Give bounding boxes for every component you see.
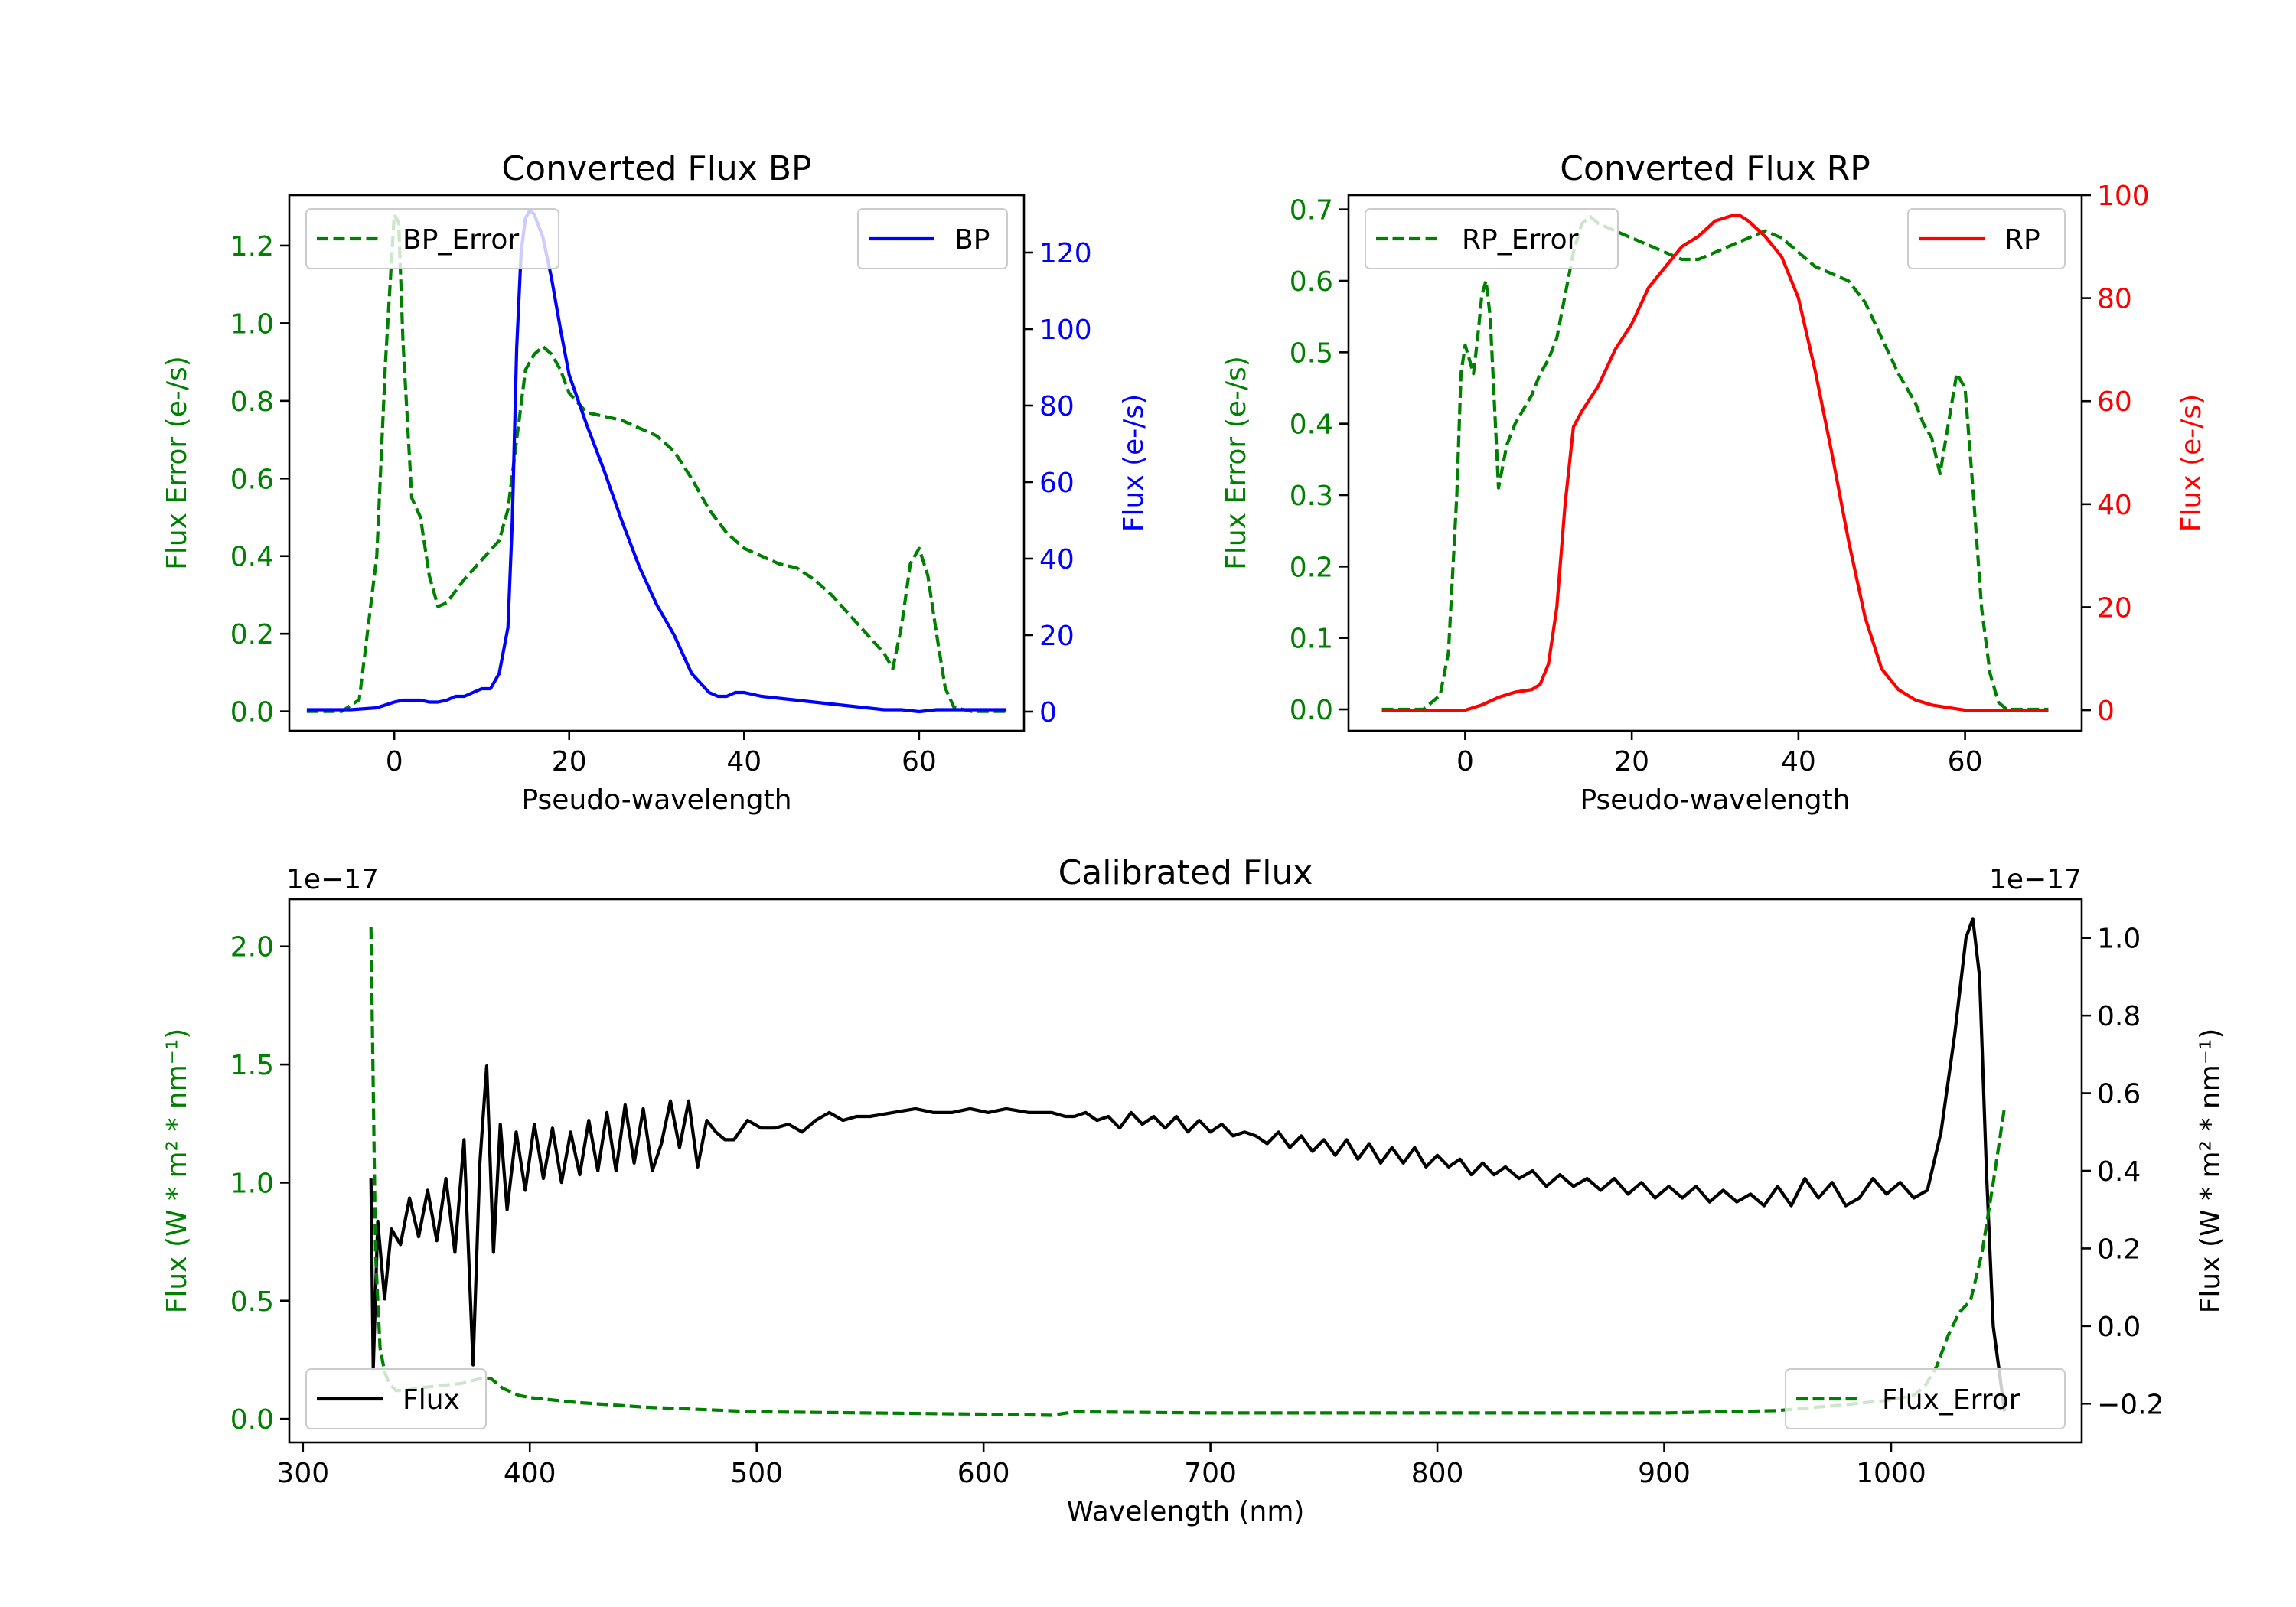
x-tick-label: 400	[504, 1458, 556, 1489]
x-tick-label: 40	[1781, 746, 1816, 777]
y-left-axis-label: Flux (W * m² * nm⁻¹)	[161, 1028, 193, 1314]
chart-title: Calibrated Flux	[1058, 853, 1313, 892]
legend-label: BP_Error	[403, 224, 519, 256]
x-tick-label: 600	[957, 1458, 1010, 1489]
legend-label: BP	[954, 224, 990, 256]
y-right-tick-label: 40	[1039, 544, 1075, 575]
x-tick-label: 0	[1456, 746, 1474, 777]
y-left-tick-label: 0.5	[1290, 337, 1333, 369]
y-left-tick-label: 0.0	[230, 697, 274, 729]
y-right-axis-label: Flux (e-/s)	[2176, 394, 2207, 532]
y-left-axis-label: Flux Error (e-/s)	[1221, 356, 1252, 570]
series-flux-line	[369, 917, 2007, 1412]
x-tick-label: 900	[1638, 1458, 1691, 1489]
legend-box	[305, 1368, 487, 1429]
y-left-tick-label: 0.6	[230, 464, 274, 495]
chart-rp: Converted Flux RP 0 20 40 60 0.0 0.1 0.2 0.3 0.4 0…	[1221, 149, 2207, 816]
y-left-tick-label: 0.8	[230, 386, 274, 418]
y-left-tick-label: 0.4	[1290, 409, 1333, 441]
y-left-tick-label: 0.4	[230, 542, 274, 573]
x-axis-label: Pseudo-wavelength	[521, 784, 791, 816]
chart-title: Converted Flux RP	[1560, 149, 1870, 188]
legend-bp: BP	[857, 208, 1008, 269]
x-tick-label: 700	[1184, 1458, 1237, 1489]
legend-rp-error: RP_Error	[1365, 208, 1619, 269]
x-tick-label: 800	[1411, 1458, 1464, 1489]
x-tick-label: 20	[552, 746, 587, 777]
legend-box	[1907, 208, 2066, 269]
y-right-tick-label: 100	[1039, 315, 1092, 346]
y-right-tick-label: 0.8	[2097, 1001, 2141, 1032]
legend-bp-error: BP_Error	[305, 208, 559, 269]
y-left-tick-label: 0.2	[1290, 552, 1333, 583]
y-right-tick-label: 40	[2097, 490, 2132, 521]
y-right-tick-label: −0.2	[2097, 1389, 2164, 1420]
y-right-tick-label: 0.4	[2097, 1156, 2141, 1188]
x-axis-label: Wavelength (nm)	[1067, 1496, 1305, 1527]
y-right-tick-label: 0	[2097, 696, 2115, 727]
y-right-tick-label: 100	[2097, 181, 2150, 212]
legend-box	[1365, 208, 1619, 269]
y-right-axis-label: Flux (W * m² * nm⁻¹)	[2195, 1028, 2226, 1314]
y-right-tick-label: 0.6	[2097, 1079, 2141, 1110]
y-left-tick-label: 1.5	[230, 1050, 274, 1081]
chart-bp: Converted Flux BP 0 20 40 60 0.0 0.2 0.4 0.6 0.8 1…	[161, 149, 1150, 816]
x-axis-label: Pseudo-wavelength	[1580, 784, 1850, 816]
y-left-tick-label: 1.0	[230, 1168, 274, 1199]
y-left-tick-label: 0.0	[1290, 695, 1333, 726]
y-right-tick-label: 20	[1039, 621, 1075, 652]
legend-label: RP	[2004, 224, 2040, 256]
y-left-tick-label: 0.6	[1290, 266, 1333, 298]
chart-cal: Calibrated Flux 300 400 500 600 700 800 900 1000…	[161, 853, 2226, 1527]
y-right-tick-label: 80	[2097, 284, 2132, 315]
y-right-tick-label: 60	[1039, 468, 1075, 499]
y-right-offset-text: 1e−17	[1989, 864, 2082, 895]
y-left-tick-label: 0.3	[1290, 481, 1333, 512]
legend-flux-error: Flux_Error	[1785, 1368, 2066, 1429]
chart-title: Converted Flux BP	[501, 149, 811, 188]
y-left-tick-label: 0.7	[1290, 195, 1333, 227]
legend-box	[1785, 1368, 2066, 1429]
y-right-tick-label: 20	[2097, 592, 2132, 624]
y-left-tick-label: 1.0	[230, 308, 274, 340]
plot-frame	[1347, 194, 2083, 732]
legend-flux: Flux	[305, 1368, 487, 1429]
y-right-tick-label: 120	[1039, 238, 1092, 269]
x-tick-label: 300	[276, 1458, 329, 1489]
y-right-tick-label: 1.0	[2097, 924, 2141, 955]
y-right-tick-label: 60	[2097, 386, 2132, 418]
series-bp-error-line	[306, 213, 1007, 713]
series-bp-line	[306, 208, 1007, 714]
y-left-offset-text: 1e−17	[286, 864, 379, 895]
y-right-axis-label: Flux (e-/s)	[1118, 394, 1150, 532]
x-tick-label: 1000	[1856, 1458, 1926, 1489]
legend-box	[305, 208, 559, 269]
series-rp-error-line	[1381, 214, 2049, 712]
y-left-tick-label: 0.2	[230, 619, 274, 650]
x-tick-label: 500	[730, 1458, 783, 1489]
y-left-tick-label: 2.0	[230, 932, 274, 963]
y-left-tick-label: 0.5	[230, 1286, 274, 1318]
y-left-tick-label: 0.0	[230, 1404, 274, 1436]
plot-frame	[288, 194, 1026, 732]
y-right-tick-label: 0	[1039, 697, 1057, 729]
y-right-tick-label: 0.2	[2097, 1234, 2141, 1265]
legend-rp: RP	[1907, 208, 2066, 269]
y-left-axis-label: Flux Error (e-/s)	[161, 356, 193, 570]
x-tick-label: 40	[726, 746, 762, 777]
legend-label: Flux	[403, 1384, 460, 1416]
y-left-tick-label: 0.1	[1290, 624, 1333, 655]
legend-label: Flux_Error	[1882, 1384, 2020, 1416]
y-left-tick-label: 1.2	[230, 231, 274, 262]
x-tick-label: 0	[386, 746, 403, 777]
y-right-tick-label: 0.0	[2097, 1312, 2141, 1343]
series-rp-line	[1381, 214, 2049, 712]
y-right-tick-label: 80	[1039, 391, 1075, 422]
x-tick-label: 20	[1614, 746, 1649, 777]
x-tick-label: 60	[1948, 746, 1983, 777]
x-tick-label: 60	[902, 746, 937, 777]
legend-label: RP_Error	[1462, 224, 1579, 256]
